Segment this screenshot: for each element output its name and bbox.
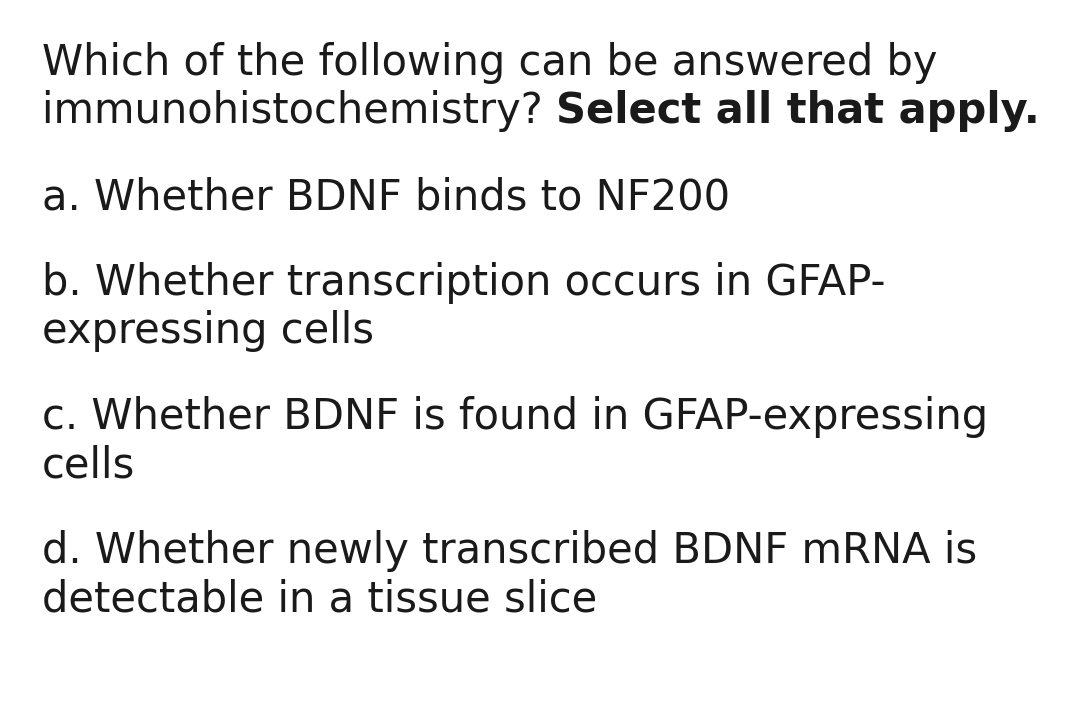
Text: b. Whether transcription occurs in GFAP-: b. Whether transcription occurs in GFAP- xyxy=(42,262,886,304)
Text: a. Whether BDNF binds to NF200: a. Whether BDNF binds to NF200 xyxy=(42,176,730,218)
Text: expressing cells: expressing cells xyxy=(42,310,374,352)
Text: immunohistochemistry?: immunohistochemistry? xyxy=(42,90,556,132)
Text: d. Whether newly transcribed BDNF mRNA is: d. Whether newly transcribed BDNF mRNA i… xyxy=(42,530,977,572)
Text: c. Whether BDNF is found in GFAP-expressing: c. Whether BDNF is found in GFAP-express… xyxy=(42,396,988,438)
Text: detectable in a tissue slice: detectable in a tissue slice xyxy=(42,578,597,620)
Text: Which of the following can be answered by: Which of the following can be answered b… xyxy=(42,42,937,84)
Text: cells: cells xyxy=(42,444,135,486)
Text: Select all that apply.: Select all that apply. xyxy=(556,90,1040,132)
